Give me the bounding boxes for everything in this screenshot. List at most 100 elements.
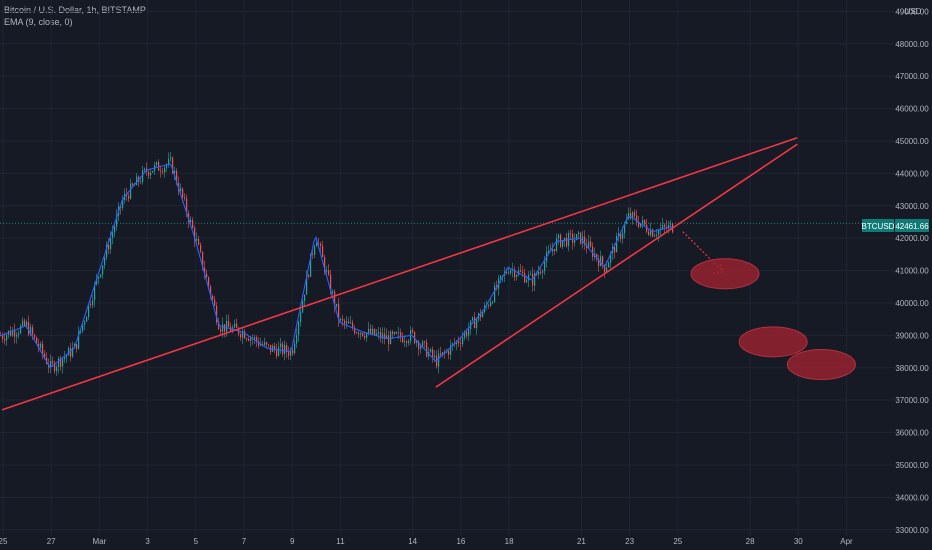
candle-body	[440, 353, 442, 355]
price-tick-label: 42000.00	[895, 234, 929, 243]
time-tick-label: 23	[625, 537, 634, 546]
symbol-title[interactable]: Bitcoin / U.S. Dollar, 1h, BITSTAMP	[4, 5, 146, 15]
candle-body	[588, 241, 590, 249]
candle-body	[480, 313, 482, 318]
candle-body	[526, 280, 528, 283]
candle-body	[210, 286, 212, 296]
last-price-badge: BTCUSD 42461.66	[862, 219, 929, 232]
price-axis[interactable]: USD 33000.00 34000.00 35000.00 36000.00 3700…	[895, 7, 929, 535]
candle-body	[236, 323, 238, 328]
candle-body	[340, 319, 342, 320]
candle-body	[528, 274, 530, 281]
drawing-layer[interactable]	[1, 136, 856, 411]
price-tick-label: 34000.00	[895, 493, 929, 502]
time-tick-label: 28	[746, 537, 755, 546]
candle-body	[318, 242, 320, 244]
candle-body	[640, 223, 642, 227]
candle-body	[432, 349, 434, 358]
candle-body	[54, 362, 56, 372]
candle-body	[354, 327, 356, 334]
candle-body	[130, 183, 132, 199]
candle-body	[350, 322, 352, 324]
candle-body	[378, 332, 380, 334]
candle-body	[120, 206, 122, 208]
candle-body	[110, 237, 112, 250]
candle-body	[132, 183, 134, 186]
price-tick-label: 46000.00	[895, 105, 929, 114]
candle-body	[128, 195, 130, 199]
candle-body	[574, 240, 576, 243]
candle-body	[418, 341, 420, 349]
candle-body	[70, 347, 72, 357]
candle-body	[584, 236, 586, 245]
candle-body	[224, 324, 226, 332]
candle-body	[364, 335, 366, 338]
candle-body	[320, 243, 322, 246]
time-tick-label: Mar	[93, 537, 107, 546]
candle-body	[620, 233, 622, 239]
candle-body	[22, 320, 24, 326]
time-axis[interactable]: 25 27 Mar 3 5 7 9 11 14 16 18 21 23 25 28 30 Apr	[0, 537, 853, 546]
candle-body	[304, 294, 306, 301]
candle-body	[406, 341, 408, 343]
currency-label[interactable]: USD	[905, 7, 922, 16]
candle-body	[578, 232, 580, 234]
candle-body	[98, 276, 100, 279]
candle-body	[278, 347, 280, 357]
candle-body	[150, 172, 152, 176]
candle-body	[242, 331, 244, 338]
candle-body	[460, 343, 462, 345]
candle-body	[248, 338, 250, 341]
candle-body	[38, 343, 40, 348]
price-tick-label: 36000.00	[895, 429, 929, 438]
time-tick-label: 7	[242, 537, 247, 546]
candle-body	[24, 320, 26, 326]
candle-body	[292, 350, 294, 354]
candle-body	[84, 321, 86, 325]
candle-body	[402, 337, 404, 343]
candle-body	[32, 327, 34, 335]
candle-body	[604, 264, 606, 273]
candle-body	[108, 244, 110, 250]
candle-body	[556, 238, 558, 251]
candle-body	[570, 233, 572, 235]
candle-body	[538, 271, 540, 275]
candle-body	[12, 330, 14, 336]
time-tick-label: 30	[794, 537, 803, 546]
candle-body	[590, 241, 592, 247]
candle-body	[82, 324, 84, 331]
candle-body	[438, 353, 440, 367]
candle-body	[136, 176, 138, 185]
candle-body	[540, 271, 542, 273]
candle-body	[548, 250, 550, 253]
candle-body	[234, 323, 236, 328]
candle-body	[510, 270, 512, 273]
candle-body	[598, 258, 600, 267]
candle-body	[346, 321, 348, 324]
candle-body	[180, 188, 182, 191]
candle-body	[456, 341, 458, 345]
price-tick-label: 37000.00	[895, 396, 929, 405]
candle-body	[670, 223, 672, 225]
candle-body	[262, 344, 264, 345]
ema-indicator-label[interactable]: EMA (9, close, 0)	[4, 17, 73, 27]
candle-body	[636, 215, 638, 223]
candle-body	[4, 338, 6, 341]
candle-body	[334, 291, 336, 307]
target-ellipse	[738, 326, 808, 358]
candle-body	[268, 344, 270, 346]
candle-body	[226, 320, 228, 332]
price-tick-label: 47000.00	[895, 72, 929, 81]
time-tick-label: 5	[194, 537, 199, 546]
candle-body	[200, 244, 202, 252]
candle-body	[652, 229, 654, 237]
time-tick-label: 21	[577, 537, 586, 546]
candle-body	[122, 200, 124, 208]
candle-body	[618, 233, 620, 237]
candle-body	[552, 248, 554, 252]
candle-body	[168, 159, 170, 166]
candle-body	[522, 271, 524, 274]
candle-body	[240, 334, 242, 338]
candle-body	[162, 171, 164, 173]
